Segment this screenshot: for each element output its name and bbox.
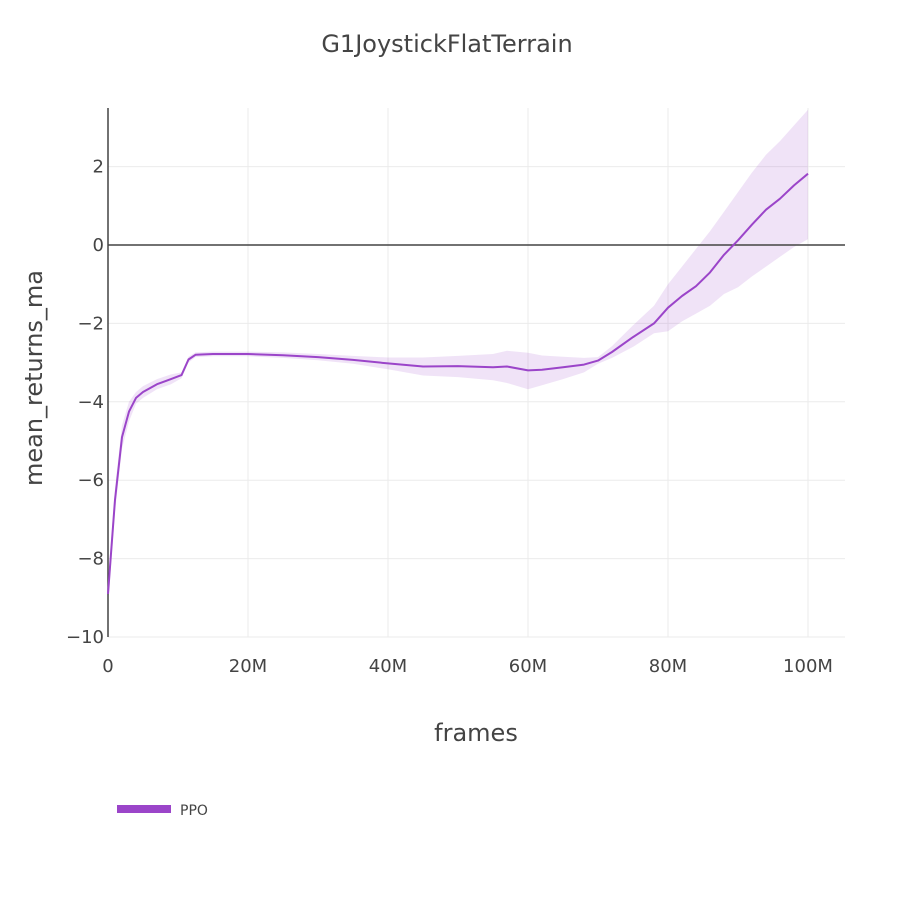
confidence-band [108,109,808,606]
legend-swatch-ppo[interactable] [117,805,171,813]
y-tick-label: −6 [77,470,104,491]
y-tick-label: 2 [93,157,104,178]
series-line-ppo [107,172,809,594]
x-axis-title: frames [434,719,518,747]
y-tick-label: −4 [77,392,104,413]
x-tick-label: 80M [649,656,687,677]
mean-line [107,172,809,594]
x-tick-label: 40M [369,656,407,677]
y-tick-label: −8 [77,549,104,570]
legend[interactable]: PPO [117,803,208,819]
y-tick-label: −10 [66,627,104,648]
x-tick-label: 0 [102,656,113,677]
x-tick-label: 60M [509,656,547,677]
x-tick-label: 20M [229,656,267,677]
y-axis-title: mean_returns_ma [20,270,48,486]
y-tick-label: −2 [77,313,104,334]
legend-label-ppo[interactable]: PPO [180,803,208,819]
grid-lines [108,108,845,638]
chart-title: G1JoystickFlatTerrain [321,30,572,58]
y-tick-label: 0 [93,235,104,256]
x-axis-ticks: 0 20M 40M 60M 80M 100M [102,656,833,677]
x-tick-label: 100M [783,656,833,677]
y-axis-ticks: 2 0 −2 −4 −6 −8 −10 [66,157,104,648]
band-area [108,109,808,606]
